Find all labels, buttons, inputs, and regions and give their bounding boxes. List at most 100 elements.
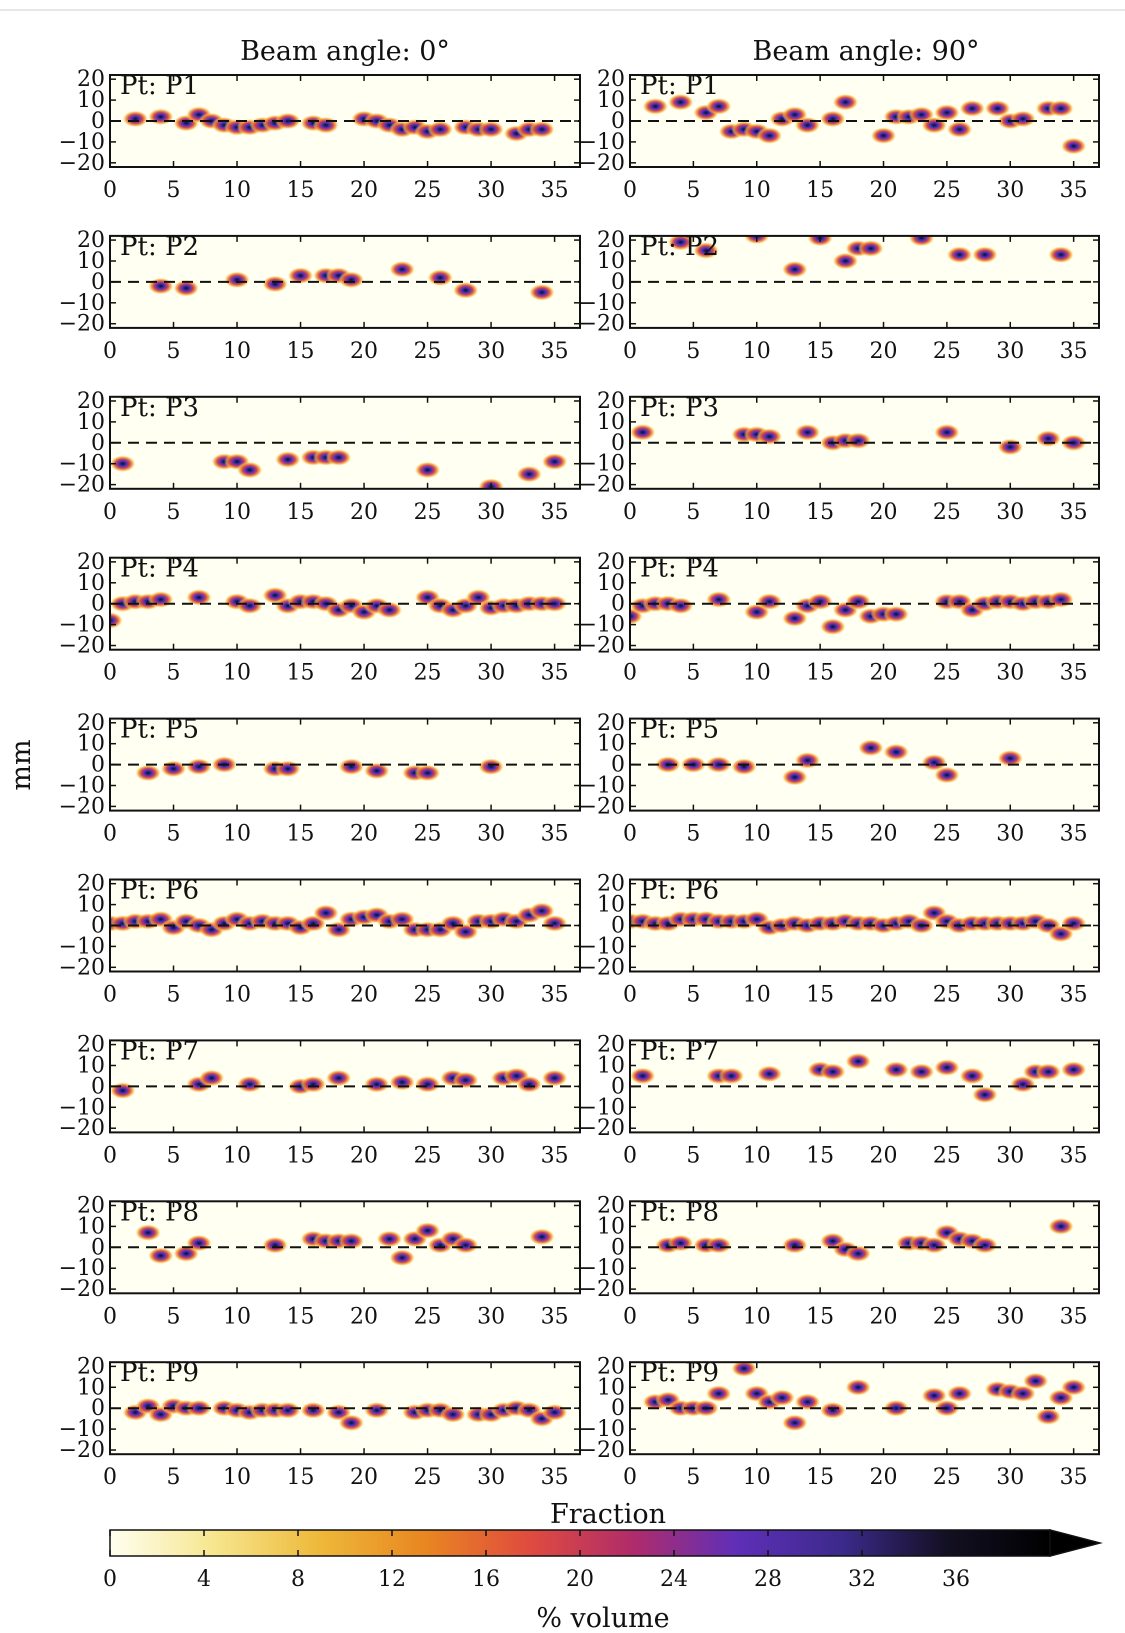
y-tick-label: 10	[77, 1214, 105, 1239]
heat-point	[287, 267, 314, 285]
y-tick-label: 0	[611, 914, 625, 939]
heat-point	[845, 1052, 872, 1070]
y-tick-label: 0	[91, 592, 105, 617]
panel-label: Pt: P2	[640, 232, 719, 262]
panel-label: Pt: P8	[640, 1197, 719, 1227]
x-tick-label: 10	[223, 178, 251, 203]
heat-point	[541, 595, 568, 613]
y-tick-label: −10	[579, 130, 625, 155]
y-tick-label: 20	[77, 228, 105, 253]
colorbar-tick-label: 20	[566, 1567, 594, 1592]
x-tick-label: 5	[686, 339, 700, 364]
x-tick-label: 30	[477, 983, 505, 1008]
y-tick-label: 10	[77, 1053, 105, 1078]
y-tick-label: 10	[77, 410, 105, 435]
heat-point	[236, 461, 263, 479]
x-tick-label: 5	[686, 500, 700, 525]
heat-point	[984, 99, 1011, 117]
heat-point	[781, 768, 808, 786]
heat-blobs	[122, 106, 555, 143]
x-tick-label: 0	[623, 339, 637, 364]
heat-point	[933, 423, 960, 441]
y-tick-label: 0	[91, 914, 105, 939]
panel-label: Pt: P8	[120, 1197, 199, 1227]
heat-point	[528, 902, 555, 920]
panel-label: Pt: P7	[120, 1036, 199, 1066]
panel-label: Pt: P9	[120, 1358, 199, 1388]
x-tick-label: 15	[287, 661, 315, 686]
panel-label: Pt: P4	[640, 554, 719, 584]
y-tick-label: −20	[579, 1116, 625, 1141]
x-tick-label: 0	[103, 1304, 117, 1329]
heat-point	[933, 1059, 960, 1077]
y-tick-label: −10	[59, 452, 105, 477]
x-tick-label: 35	[541, 1304, 569, 1329]
heat-point	[819, 1401, 846, 1419]
heat-point	[389, 260, 416, 278]
x-tick-label: 10	[743, 178, 771, 203]
x-tick-label: 20	[350, 1465, 378, 1490]
colorbar-tick-label: 16	[472, 1567, 500, 1592]
x-tick-label: 35	[1060, 178, 1088, 203]
heat-point	[667, 597, 694, 615]
heat-point	[807, 593, 834, 611]
y-tick-label: 0	[91, 270, 105, 295]
heat-point	[819, 1063, 846, 1081]
heat-point	[300, 1075, 327, 1093]
heat-point	[338, 271, 365, 289]
x-tick-label: 0	[623, 1143, 637, 1168]
x-tick-label: 20	[870, 1465, 898, 1490]
heat-point	[1060, 1061, 1087, 1079]
y-tick-label: 0	[611, 431, 625, 456]
x-tick-label: 0	[103, 178, 117, 203]
heat-point	[325, 448, 352, 466]
y-tick-label: −20	[579, 955, 625, 980]
x-tick-label: 35	[541, 1465, 569, 1490]
x-tick-label: 15	[287, 339, 315, 364]
y-tick-label: −10	[59, 130, 105, 155]
y-tick-label: −10	[579, 934, 625, 959]
x-tick-label: 30	[996, 822, 1024, 847]
heat-point	[705, 591, 732, 609]
y-tick-label: 10	[597, 732, 625, 757]
heat-point	[845, 1378, 872, 1396]
heat-point	[541, 1403, 568, 1421]
y-tick-label: −20	[59, 473, 105, 498]
y-tick-label: 10	[77, 571, 105, 596]
heat-point	[135, 1224, 162, 1242]
heat-point	[414, 1222, 441, 1240]
x-tick-label: 15	[806, 500, 834, 525]
heat-point	[832, 93, 859, 111]
heat-point	[1060, 914, 1087, 932]
heat-point	[667, 1234, 694, 1252]
heat-point	[389, 1249, 416, 1267]
x-tick-label: 20	[350, 178, 378, 203]
x-tick-label: 30	[996, 1143, 1024, 1168]
y-tick-label: −10	[579, 1417, 625, 1442]
x-tick-label: 20	[870, 178, 898, 203]
heat-point	[516, 465, 543, 483]
colorbar-extend-arrow	[1049, 1529, 1103, 1557]
x-tick-label: 0	[623, 178, 637, 203]
y-tick-label: −20	[579, 794, 625, 819]
heat-point	[300, 1401, 327, 1419]
heat-point	[959, 1067, 986, 1085]
x-tick-label: 30	[996, 661, 1024, 686]
heat-point	[870, 127, 897, 145]
y-tick-label: −20	[59, 634, 105, 659]
y-tick-label: 0	[91, 1235, 105, 1260]
heat-point	[997, 749, 1024, 767]
x-tick-label: 10	[223, 983, 251, 1008]
heat-point	[781, 1414, 808, 1432]
heat-point	[781, 260, 808, 278]
column-title-beam-0: Beam angle: 0°	[240, 36, 450, 67]
x-tick-label: 10	[743, 339, 771, 364]
heat-point	[376, 601, 403, 619]
heat-point	[718, 1067, 745, 1085]
x-tick-label: 15	[806, 1143, 834, 1168]
colorbar-tick-label: 24	[660, 1567, 688, 1592]
heat-point	[198, 1069, 225, 1087]
